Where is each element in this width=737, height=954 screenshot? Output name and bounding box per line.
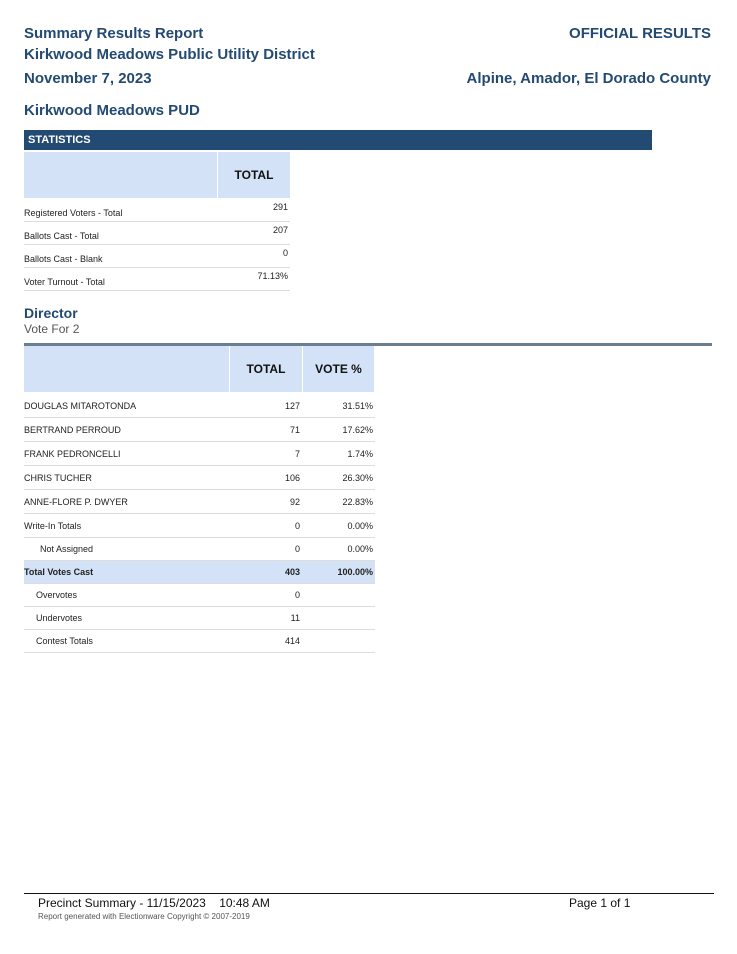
contest-row: BERTRAND PERROUD 71 17.62%: [24, 418, 375, 442]
footer-divider: [24, 893, 714, 894]
candidate-name: Overvotes: [36, 590, 78, 600]
contest-row: CHRIS TUCHER 106 26.30%: [24, 466, 375, 490]
candidate-pct: 0.00%: [347, 520, 373, 531]
candidate-pct: 26.30%: [342, 472, 373, 483]
contest-title: Director: [24, 305, 78, 321]
candidate-name: BERTRAND PERROUD: [24, 424, 121, 435]
contest-row: Overvotes 0: [24, 584, 375, 607]
candidate-total: 106: [284, 472, 300, 483]
statistics-row: Voter Turnout - Total 71.13%: [24, 268, 290, 291]
candidate-pct: 31.51%: [342, 400, 373, 411]
candidate-name: Write-In Totals: [24, 520, 82, 531]
jurisdiction: Kirkwood Meadows PUD: [24, 102, 200, 119]
footer-summary: Precinct Summary - 11/15/2023 10:48 AM: [38, 896, 270, 910]
candidate-name: Total Votes Cast: [24, 567, 94, 577]
statistics-value: 207: [272, 225, 288, 235]
contest-row: ANNE-FLORE P. DWYER 92 22.83%: [24, 490, 375, 514]
candidate-name: Undervotes: [36, 613, 83, 623]
district-name: Kirkwood Meadows Public Utility District: [24, 46, 315, 63]
contest-divider: [24, 343, 712, 346]
contest-row: Not Assigned 0 0.00%: [24, 538, 375, 561]
copyright: Report generated with Electionware Copyr…: [38, 912, 250, 921]
candidate-name: DOUGLAS MITAROTONDA: [24, 400, 137, 411]
vote-for: Vote For 2: [24, 322, 80, 336]
statistics-label: Voter Turnout - Total: [24, 277, 105, 287]
candidate-total: 0: [294, 544, 300, 554]
statistics-total-header: TOTAL: [218, 152, 290, 198]
candidate-total: 0: [294, 590, 300, 600]
statistics-label: Registered Voters - Total: [24, 208, 123, 218]
candidate-pct: 17.62%: [342, 424, 373, 435]
report-title: Summary Results Report: [24, 25, 204, 42]
statistics-header-blank: [24, 152, 217, 198]
statistics-value: 0: [282, 248, 288, 258]
candidate-total: 71: [289, 424, 300, 435]
candidate-total: 92: [289, 496, 300, 507]
contest-row: DOUGLAS MITAROTONDA 127 31.51%: [24, 394, 375, 418]
candidate-pct: 0.00%: [347, 544, 373, 554]
contest-pct-header: VOTE %: [303, 346, 374, 392]
candidate-name: Not Assigned: [40, 544, 94, 554]
statistics-label: Ballots Cast - Blank: [24, 254, 103, 264]
candidate-total: 414: [284, 636, 300, 646]
contest-header-blank: [24, 346, 229, 392]
statistics-label: Ballots Cast - Total: [24, 231, 99, 241]
page-number: Page 1 of 1: [569, 896, 631, 910]
statistics-row: Ballots Cast - Blank 0: [24, 245, 290, 268]
candidate-total: 403: [284, 567, 300, 577]
statistics-value: 291: [272, 202, 288, 212]
candidate-name: FRANK PEDRONCELLI: [24, 448, 121, 459]
counties: Alpine, Amador, El Dorado County: [466, 70, 711, 87]
candidate-pct: 100.00%: [337, 567, 373, 577]
candidate-total: 127: [284, 400, 300, 411]
candidate-total: 11: [290, 613, 300, 623]
candidate-name: Contest Totals: [36, 636, 93, 646]
candidate-total: 0: [294, 520, 300, 531]
statistics-row: Ballots Cast - Total 207: [24, 222, 290, 245]
candidate-pct: 1.74%: [347, 448, 373, 459]
candidate-total: 7: [294, 448, 300, 459]
candidate-name: CHRIS TUCHER: [24, 472, 92, 483]
statistics-row: Registered Voters - Total 291: [24, 199, 290, 222]
candidate-pct: 22.83%: [342, 496, 373, 507]
contest-row: Total Votes Cast 403 100.00%: [24, 561, 375, 584]
statistics-header-bar: STATISTICS: [24, 130, 652, 150]
contest-row: Write-In Totals 0 0.00%: [24, 514, 375, 538]
election-date: November 7, 2023: [24, 70, 152, 87]
contest-row: Undervotes 11: [24, 607, 375, 630]
candidate-name: ANNE-FLORE P. DWYER: [24, 496, 128, 507]
statistics-value: 71.13%: [257, 271, 288, 281]
official-results-label: OFFICIAL RESULTS: [569, 25, 711, 42]
contest-row: FRANK PEDRONCELLI 7 1.74%: [24, 442, 375, 466]
contest-row: Contest Totals 414: [24, 630, 375, 653]
contest-total-header: TOTAL: [230, 346, 302, 392]
